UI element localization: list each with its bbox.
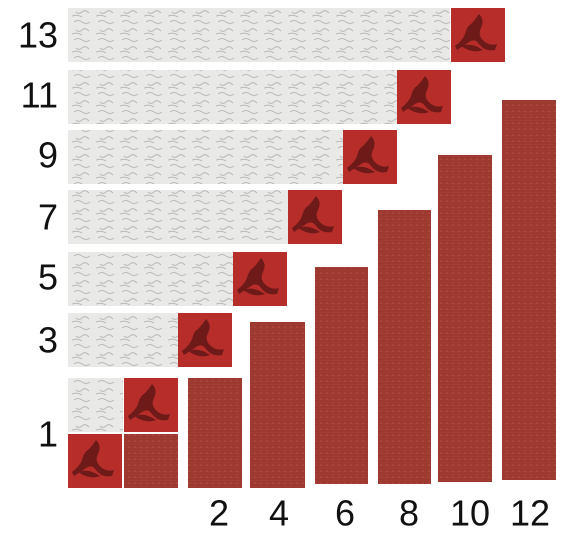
column-label: 10 (450, 493, 490, 534)
row-label: 5 (38, 257, 58, 298)
column-label: 8 (399, 493, 419, 534)
column-label: 12 (510, 493, 550, 534)
row-label: 13 (18, 15, 58, 56)
column-bars (188, 100, 556, 488)
row-label: 11 (21, 75, 58, 116)
row-label: 7 (38, 197, 58, 238)
column-label: 4 (269, 493, 289, 534)
row-label: 1 (38, 414, 58, 455)
column-label: 2 (209, 493, 229, 534)
row-label: 9 (38, 135, 58, 176)
row-label: 3 (38, 320, 58, 361)
row-strips (68, 8, 505, 488)
column-label: 6 (335, 493, 355, 534)
